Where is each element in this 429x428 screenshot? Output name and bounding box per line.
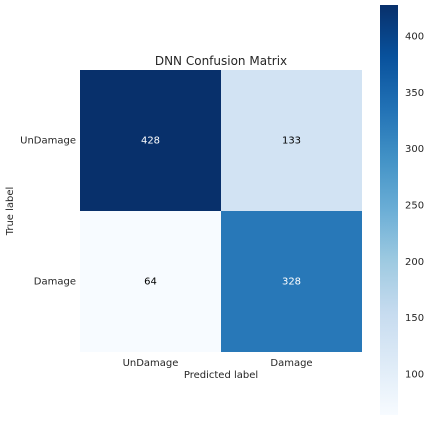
colorbar-tick-label: 200 bbox=[405, 257, 424, 268]
matrix-cell bbox=[221, 70, 362, 211]
colorbar-tick-labels: 100 150 200 250 300 350 400 bbox=[405, 32, 424, 381]
matrix-cell bbox=[80, 70, 221, 211]
x-tick-label: UnDamage bbox=[123, 358, 179, 369]
cell-value-label: 428 bbox=[141, 136, 160, 147]
colorbar-tick-label: 100 bbox=[405, 369, 424, 380]
matrix-cell bbox=[221, 211, 362, 352]
cell-value-label: 133 bbox=[282, 136, 301, 147]
y-tick-labels: UnDamage Damage bbox=[20, 136, 76, 288]
y-axis-label: True label bbox=[5, 187, 16, 237]
x-tick-labels: UnDamage Damage bbox=[123, 358, 313, 369]
matrix-cells bbox=[80, 70, 362, 352]
matrix-value-labels: 428 133 64 328 bbox=[141, 136, 301, 288]
y-tick-label: Damage bbox=[34, 277, 76, 288]
colorbar-tick-label: 250 bbox=[405, 200, 424, 211]
y-tick-label: UnDamage bbox=[20, 136, 76, 147]
cell-value-label: 64 bbox=[144, 277, 157, 288]
chart-title: DNN Confusion Matrix bbox=[155, 54, 287, 68]
x-tick-label: Damage bbox=[270, 358, 312, 369]
cell-value-label: 328 bbox=[282, 277, 301, 288]
colorbar-tick-label: 350 bbox=[405, 88, 424, 99]
colorbar-tick-label: 300 bbox=[405, 144, 424, 155]
colorbar-tick-label: 150 bbox=[405, 313, 424, 324]
colorbar-tick-label: 400 bbox=[405, 32, 424, 43]
x-axis-label: Predicted label bbox=[184, 370, 258, 381]
colorbar bbox=[380, 5, 398, 415]
matrix-cell bbox=[80, 211, 221, 352]
